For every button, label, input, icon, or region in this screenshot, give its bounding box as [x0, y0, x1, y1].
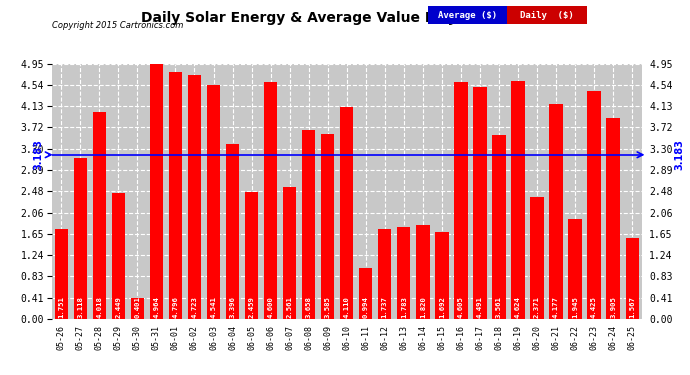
- Bar: [245, 192, 258, 319]
- Text: 3.118: 3.118: [77, 296, 83, 318]
- Bar: [626, 238, 639, 319]
- Bar: [169, 72, 182, 319]
- Bar: [435, 232, 448, 319]
- Bar: [549, 104, 563, 319]
- Text: 1.783: 1.783: [401, 296, 407, 318]
- Text: 1.737: 1.737: [382, 296, 388, 318]
- Text: 4.723: 4.723: [192, 296, 197, 318]
- Text: Daily Solar Energy & Average Value Fri Jun 26 20:27: Daily Solar Energy & Average Value Fri J…: [141, 11, 549, 25]
- Text: 4.600: 4.600: [268, 296, 274, 318]
- Text: 4.624: 4.624: [515, 296, 521, 318]
- Bar: [340, 107, 353, 319]
- Text: 4.541: 4.541: [210, 296, 217, 318]
- Bar: [150, 63, 163, 319]
- Bar: [454, 81, 468, 319]
- Bar: [302, 130, 315, 319]
- Text: 4.018: 4.018: [97, 296, 102, 318]
- Text: 2.561: 2.561: [286, 296, 293, 318]
- Bar: [264, 82, 277, 319]
- Text: 1.567: 1.567: [629, 296, 635, 318]
- Bar: [321, 134, 335, 319]
- Bar: [112, 193, 125, 319]
- Text: 3.183: 3.183: [674, 140, 684, 170]
- Bar: [207, 85, 220, 319]
- Text: 3.658: 3.658: [306, 296, 312, 318]
- Text: 2.459: 2.459: [248, 296, 255, 318]
- Text: 4.964: 4.964: [153, 296, 159, 318]
- Bar: [226, 144, 239, 319]
- Bar: [378, 229, 391, 319]
- Text: 4.177: 4.177: [553, 296, 559, 318]
- Text: 3.905: 3.905: [610, 296, 616, 318]
- Text: 2.449: 2.449: [115, 296, 121, 318]
- Bar: [531, 196, 544, 319]
- Text: Copyright 2015 Cartronics.com: Copyright 2015 Cartronics.com: [52, 21, 183, 30]
- Bar: [511, 81, 524, 319]
- Text: 3.396: 3.396: [230, 296, 235, 318]
- Text: 4.425: 4.425: [591, 296, 597, 318]
- Text: 1.820: 1.820: [420, 296, 426, 318]
- Bar: [92, 112, 106, 319]
- Bar: [397, 227, 411, 319]
- Text: 3.561: 3.561: [496, 296, 502, 318]
- Text: Average ($): Average ($): [438, 11, 497, 20]
- Text: 1.751: 1.751: [58, 296, 64, 318]
- Bar: [188, 75, 201, 319]
- Text: 2.371: 2.371: [534, 296, 540, 318]
- Text: 0.401: 0.401: [135, 296, 140, 318]
- Text: 3.585: 3.585: [325, 296, 331, 318]
- Text: 4.491: 4.491: [477, 296, 483, 318]
- Text: Daily  ($): Daily ($): [520, 11, 573, 20]
- Bar: [416, 225, 429, 319]
- Text: 4.605: 4.605: [458, 296, 464, 318]
- Text: 4.796: 4.796: [172, 296, 179, 318]
- Bar: [473, 87, 486, 319]
- Text: 1.945: 1.945: [572, 296, 578, 318]
- Bar: [607, 118, 620, 319]
- Bar: [74, 158, 87, 319]
- Bar: [283, 187, 296, 319]
- Bar: [569, 219, 582, 319]
- Bar: [55, 228, 68, 319]
- Bar: [359, 267, 373, 319]
- Text: 3.183: 3.183: [33, 140, 43, 170]
- Bar: [130, 298, 144, 319]
- Text: 4.110: 4.110: [344, 296, 350, 318]
- Text: 1.692: 1.692: [439, 296, 445, 318]
- Bar: [492, 135, 506, 319]
- Bar: [587, 91, 601, 319]
- Text: 0.994: 0.994: [363, 296, 368, 318]
